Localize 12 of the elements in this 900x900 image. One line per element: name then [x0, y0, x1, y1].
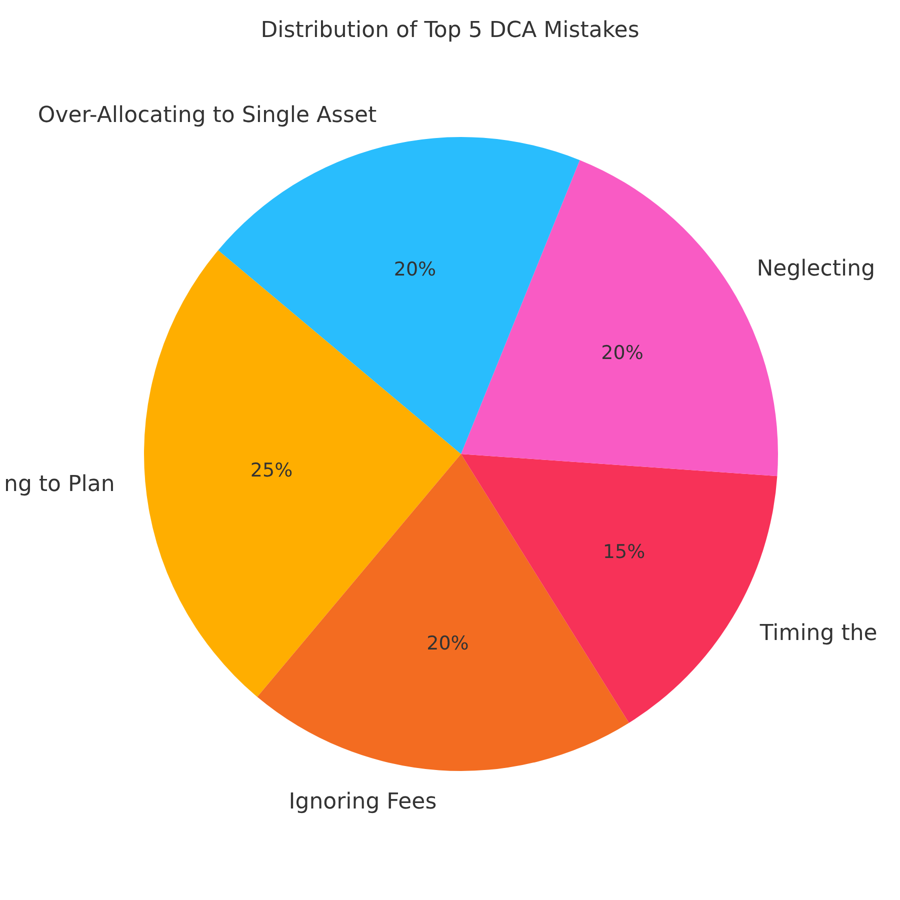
- slice-label: ng to Plan: [4, 472, 115, 497]
- data-label: 20%: [426, 632, 469, 655]
- data-label: 20%: [394, 258, 436, 280]
- chart-title: Distribution of Top 5 DCA Mistakes: [260, 18, 640, 43]
- slice-label: Over-Allocating to Single Asset: [38, 103, 378, 128]
- data-label: 20%: [601, 342, 644, 364]
- data-label: 15%: [602, 540, 646, 563]
- slice-label: Neglecting: [756, 256, 876, 282]
- slice-label: Ignoring Fees: [288, 789, 437, 814]
- slice-label: Timing the: [758, 621, 878, 646]
- data-label: 25%: [250, 460, 293, 482]
- pie-slice: [218, 137, 580, 454]
